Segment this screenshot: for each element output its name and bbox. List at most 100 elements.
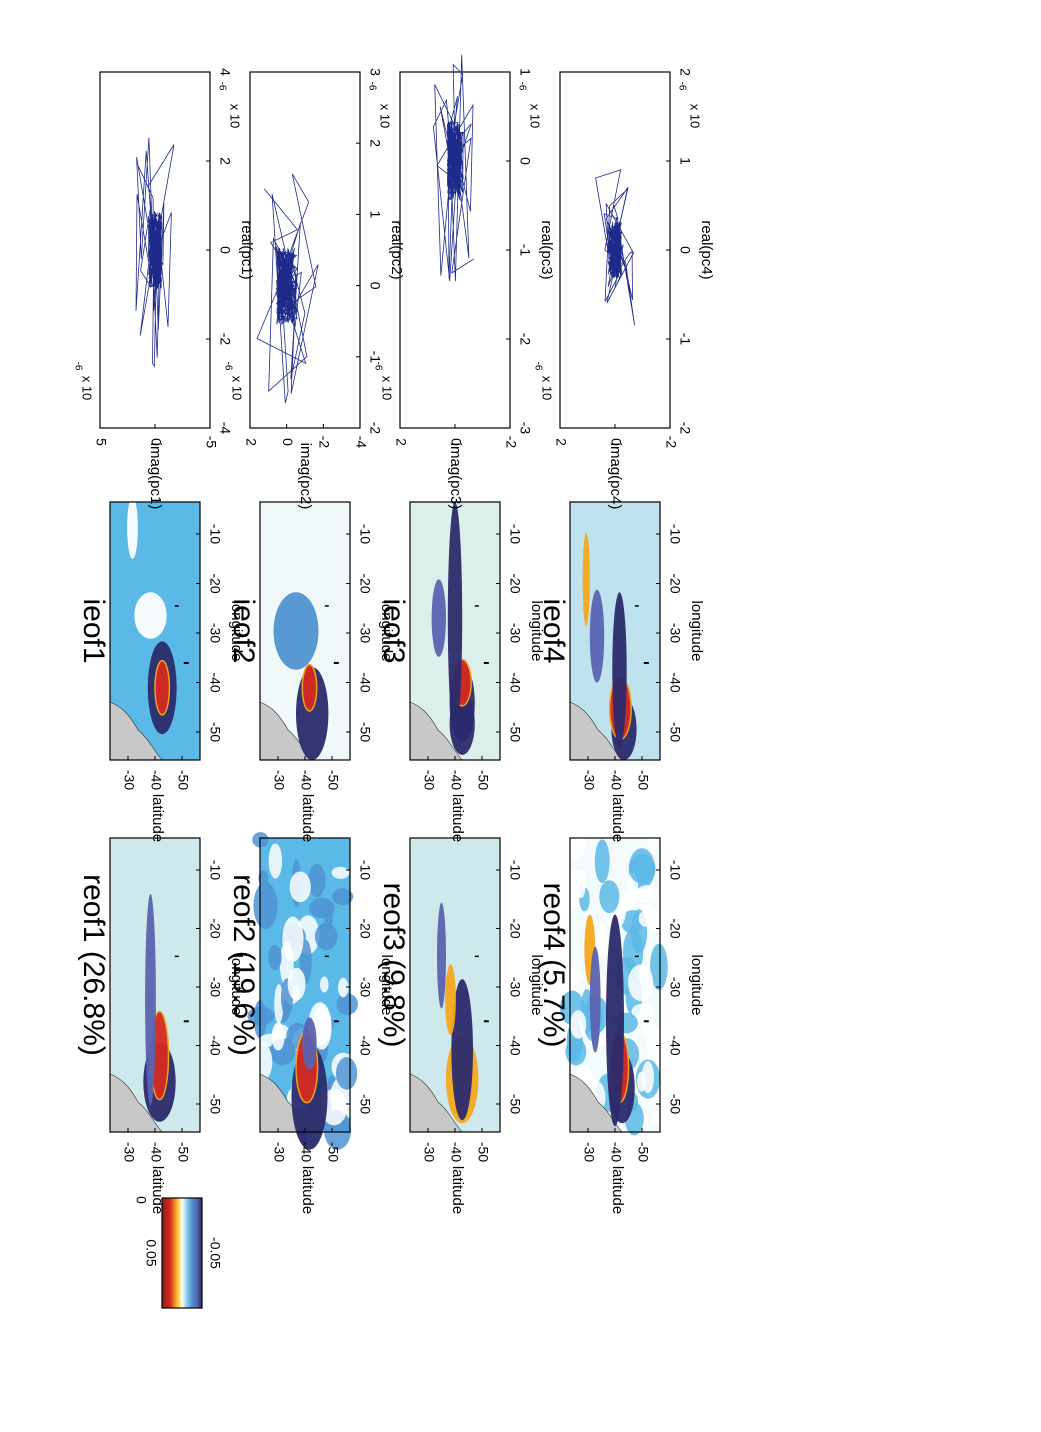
pc-x-exponent-4: -6 <box>676 82 687 91</box>
pc-real-tick-label: -2 <box>217 333 233 346</box>
ieof-lon-tick-label: -20 <box>507 573 523 593</box>
reof-lat-tick-label: -30 <box>271 1142 287 1162</box>
ieof-lon-tick-label: -50 <box>207 722 223 742</box>
pc-real-tick-label: 1 <box>677 157 693 165</box>
reof-map-contour-blob <box>332 888 354 906</box>
pc-imag-tick-label: -2 <box>317 436 333 449</box>
ieof-map-feature <box>134 592 167 639</box>
pc-y-exponent-1: -6 <box>72 362 83 371</box>
reof-lon-tick-label: -40 <box>667 1035 683 1055</box>
pc-real-tick-label: 1 <box>517 68 533 76</box>
ieof-lat-tick-label: -30 <box>271 770 287 790</box>
pc-real-tick-label: 0 <box>517 157 533 165</box>
reof-land-1 <box>109 1073 163 1133</box>
reof-lon-tick-label: -40 <box>507 1035 523 1055</box>
pc-axes-2 <box>249 71 361 429</box>
reof-map-contour-blob <box>268 944 282 970</box>
reof-map-contour-blob <box>621 910 644 934</box>
reof-lat-tick-label: -30 <box>581 1142 597 1162</box>
ieof-map-feature <box>431 579 446 657</box>
reof-lon-tick-label: -20 <box>507 918 523 938</box>
reof-map-contour-blob <box>629 853 656 884</box>
ieof-title-3: ieof3 <box>377 598 410 663</box>
ieof-xlabel: longitude <box>228 601 245 662</box>
pc-y-exponent-4: -6 <box>532 362 543 371</box>
reof-island <box>634 955 639 958</box>
reof-title-4: reof4 (5.7%) <box>537 882 570 1047</box>
reof-lon-tick-label: -40 <box>207 1035 223 1055</box>
ieof-island <box>333 661 339 664</box>
reof-lat-tick-label: -50 <box>475 1142 491 1162</box>
ieof-map-feature <box>127 496 138 559</box>
ieof-lat-tick-label: -50 <box>175 770 191 790</box>
reof-lon-tick-label: -10 <box>207 860 223 880</box>
ieof-lat-tick-label: -30 <box>121 770 137 790</box>
ieof-ylabel: latitude <box>449 794 466 842</box>
pc-imag-tick-label: -4 <box>353 436 369 449</box>
pc-imag-tick-label: 0 <box>280 438 296 446</box>
pc-real-tick-label: -1 <box>677 333 693 346</box>
reof-map-contour-blob <box>640 1015 657 1040</box>
pc-real-tick-label: 2 <box>367 139 383 147</box>
ieof-lat-tick-label: -40 <box>298 770 314 790</box>
reof-lon-tick-label: -30 <box>667 977 683 997</box>
reof-map-contour-blob <box>636 885 659 903</box>
reof-map-contour-blob <box>271 1022 285 1051</box>
reof-xlabel: longitude <box>228 955 245 1016</box>
pc-xlabel-1: real(pc1) <box>238 220 255 279</box>
ieof-lat-tick-label: -50 <box>635 770 651 790</box>
reof-map-contour-blob <box>308 863 326 898</box>
reof-map-contour-blob <box>320 1088 348 1126</box>
reof-map-contour-blob <box>641 1061 654 1094</box>
reof-lon-tick-label: -30 <box>207 977 223 997</box>
pc-x-exponent-3: -6 <box>516 82 527 91</box>
pc-trajectory-2 <box>256 173 319 404</box>
reof-lon-tick-label: -20 <box>357 918 373 938</box>
ieof-map-feature <box>273 592 319 670</box>
reof-land-4 <box>569 1073 623 1133</box>
reof-map-contour-blob <box>595 921 608 957</box>
reof-lon-tick-label: -30 <box>357 977 373 997</box>
reof-map-contour-blob <box>570 1010 587 1039</box>
reof-map-feature <box>445 964 456 1035</box>
reof-lon-tick-label: -50 <box>667 1094 683 1114</box>
reof-map-contour-blob <box>599 880 620 914</box>
pc-y-multiplier-4: x 10 <box>540 376 555 401</box>
reof-xlabel: longitude <box>528 955 545 1016</box>
ieof-island <box>183 661 189 664</box>
reof-island <box>333 1020 339 1023</box>
colorbar-mid-label: 0 <box>133 1196 149 1204</box>
pc-imag-tick-label: 2 <box>393 438 409 446</box>
ieof-island <box>483 661 489 664</box>
ieof-lon-tick-label: -20 <box>357 573 373 593</box>
ieof-lat-tick-label: -50 <box>325 770 341 790</box>
pc-y-exponent-3: -6 <box>372 362 383 371</box>
pc-imag-tick-label: -2 <box>503 436 519 449</box>
pc-real-tick-label: -2 <box>677 422 693 435</box>
ieof-lat-tick-label: -30 <box>421 770 437 790</box>
ieof-lon-tick-label: -50 <box>357 722 373 742</box>
reof-lon-tick-label: -20 <box>667 918 683 938</box>
reof-map-contour-blob <box>319 976 329 993</box>
ieof-lat-tick-label: -30 <box>581 770 597 790</box>
ieof-ylabel: latitude <box>299 794 316 842</box>
pc-imag-tick-label: -5 <box>203 436 219 449</box>
pc-imag-tick-label: 0 <box>148 438 164 446</box>
reof-map-feature <box>606 914 624 1127</box>
ieof-lon-tick-label: -40 <box>667 672 683 692</box>
ieof-lon-tick-label: -40 <box>507 672 523 692</box>
reof-island <box>324 955 329 958</box>
pc-real-tick-label: -3 <box>517 422 533 435</box>
pc-x-exponent-2: -6 <box>366 82 377 91</box>
pc-xlabel-3: real(pc3) <box>538 220 555 279</box>
ieof-title-4: ieof4 <box>537 598 570 663</box>
reof-map-feature <box>145 893 156 1106</box>
reof-ylabel: latitude <box>609 1166 626 1214</box>
pc-imag-tick-label: 5 <box>93 438 109 446</box>
colorbar-frame <box>161 1197 203 1309</box>
pc-imag-tick-label: 2 <box>553 438 569 446</box>
pc-real-tick-label: 2 <box>217 157 233 165</box>
pc-y-exponent-2: -6 <box>222 362 233 371</box>
pc-y-multiplier-3: x 10 <box>380 376 395 401</box>
ieof-lon-tick-label: -40 <box>207 672 223 692</box>
